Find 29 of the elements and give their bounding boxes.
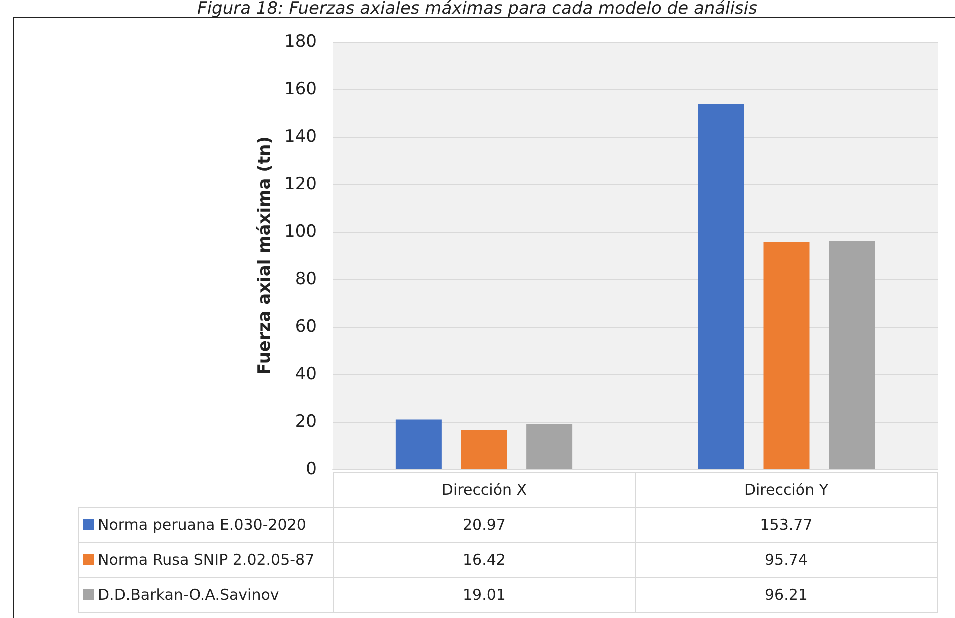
y-tick-label: 40 xyxy=(295,364,317,384)
y-tick-label: 60 xyxy=(295,317,317,337)
bar xyxy=(396,420,442,470)
y-tick-label: 80 xyxy=(295,270,317,290)
y-tick-label: 160 xyxy=(284,80,317,100)
y-tick-label: 0 xyxy=(306,460,317,480)
chart-title: Figura 18: Fuerzas axiales máximas para cada modelo de análisis xyxy=(196,0,758,19)
y-tick-label: 140 xyxy=(284,127,317,147)
x-tick-label: Dirección Y xyxy=(636,472,938,508)
data-label: 96.21 xyxy=(636,578,938,612)
y-tick-label: 120 xyxy=(284,174,317,194)
y-tick-label: 180 xyxy=(284,32,317,52)
data-label: 16.42 xyxy=(334,542,636,578)
legend-label: Norma peruana E.030-2020 xyxy=(78,508,334,542)
y-tick-label: 100 xyxy=(284,222,317,242)
data-label: 19.01 xyxy=(334,578,636,612)
data-label: 20.97 xyxy=(334,508,636,542)
x-tick-label: Dirección X xyxy=(334,472,636,508)
bar xyxy=(829,241,876,470)
bar xyxy=(698,104,744,470)
legend-label: Norma Rusa SNIP 2.02.05-87 xyxy=(78,542,334,578)
data-label: 153.77 xyxy=(636,508,938,542)
y-axis-title: Fuerza axial máxima (tn) xyxy=(255,136,276,375)
data-label: 95.74 xyxy=(636,542,938,578)
bar xyxy=(764,242,810,470)
y-tick-label: 20 xyxy=(295,412,317,432)
legend-label: D.D.Barkan-O.A.Savinov xyxy=(78,578,334,612)
bar xyxy=(461,430,508,470)
bar xyxy=(526,424,573,470)
